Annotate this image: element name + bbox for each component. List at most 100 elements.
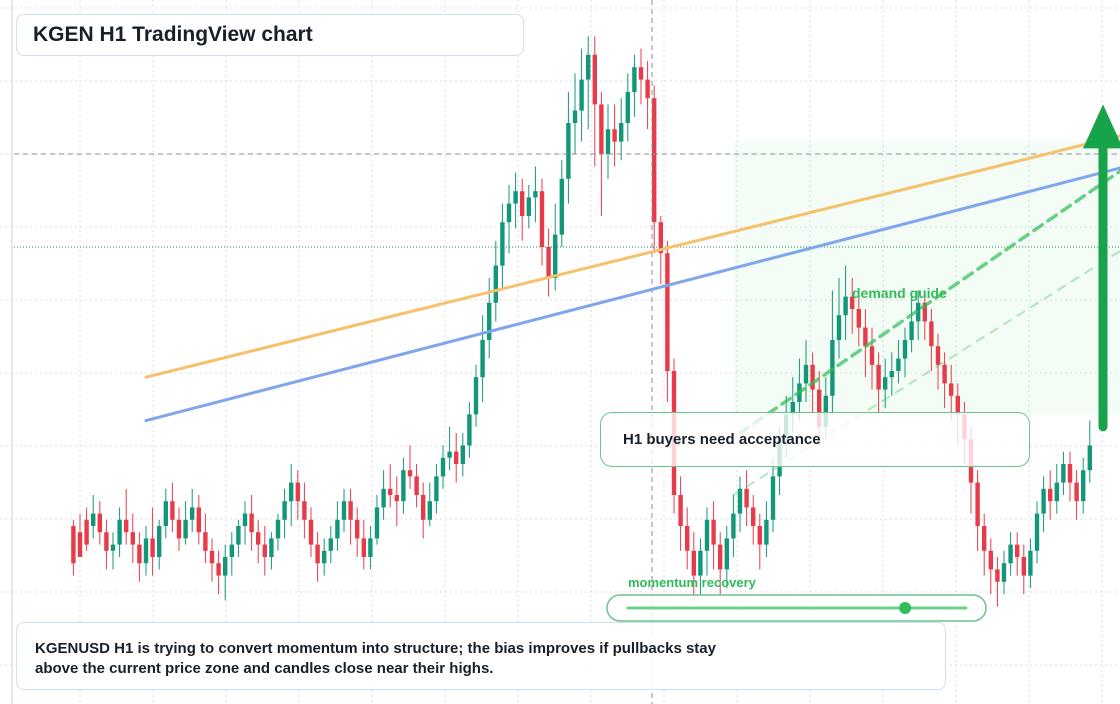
trendline-upper xyxy=(144,134,1120,379)
candle-down xyxy=(348,501,353,520)
candle-down xyxy=(203,532,208,551)
candle-down xyxy=(757,526,762,545)
candle-up xyxy=(190,507,195,520)
candle-up xyxy=(493,265,498,303)
candle-down xyxy=(256,532,261,545)
candle-up xyxy=(467,414,472,446)
summary-card: KGENUSD H1 is trying to convert momentum… xyxy=(16,622,946,690)
candle-up xyxy=(1054,482,1059,502)
candle-down xyxy=(407,470,413,477)
candle-down xyxy=(599,104,604,154)
up-arrow-icon xyxy=(1083,104,1120,432)
candle-up xyxy=(533,191,538,198)
candle-down xyxy=(262,544,267,557)
trendline-guide-strong xyxy=(738,169,1120,435)
candle-up xyxy=(401,470,406,502)
candle-down xyxy=(685,526,690,551)
candle-up xyxy=(1001,563,1007,582)
candle-down xyxy=(1015,544,1020,557)
candle-down xyxy=(922,302,927,322)
candle-down xyxy=(361,538,366,557)
candle-down xyxy=(1067,464,1073,483)
candle-down xyxy=(711,519,716,545)
candle-up xyxy=(889,371,894,378)
candle-up xyxy=(110,544,116,551)
candle-down xyxy=(1021,557,1026,576)
candle-up xyxy=(289,482,294,502)
candle-down xyxy=(295,482,300,502)
candle-up xyxy=(572,110,578,123)
candle-up xyxy=(559,178,564,235)
candle-down xyxy=(949,383,954,396)
candle-down xyxy=(216,563,221,576)
candle-down xyxy=(810,364,815,390)
candle-up xyxy=(526,197,531,216)
candle-down xyxy=(1074,482,1079,502)
candle-up xyxy=(473,377,479,415)
candle-up xyxy=(322,550,327,564)
candle-down xyxy=(454,451,459,464)
candle-down xyxy=(744,488,749,508)
candle-down xyxy=(170,501,175,520)
candle-down xyxy=(876,364,881,390)
candle-down xyxy=(394,495,399,502)
candle-down xyxy=(209,550,215,564)
candle-up xyxy=(381,488,386,508)
candle-up xyxy=(242,513,248,526)
demand-zone xyxy=(733,141,1120,415)
candle-up xyxy=(1008,544,1013,564)
candle-down xyxy=(84,519,89,545)
candle-down xyxy=(850,296,855,309)
candle-up xyxy=(1061,464,1066,483)
candle-up xyxy=(823,395,828,427)
candle-down xyxy=(975,482,980,526)
candle-down xyxy=(196,507,201,533)
candle-up xyxy=(625,92,630,123)
candle-up xyxy=(770,476,776,520)
candle-down xyxy=(104,532,109,551)
candle-down xyxy=(817,389,822,427)
candle-up xyxy=(328,538,333,551)
candle-up xyxy=(698,550,703,576)
candle-down xyxy=(612,129,617,142)
candle-up xyxy=(1028,550,1033,576)
candle-down xyxy=(150,538,155,557)
candle-down xyxy=(691,550,696,576)
candle-up xyxy=(553,234,558,278)
candle-up xyxy=(341,501,347,520)
candle-down xyxy=(355,519,360,539)
candle-up xyxy=(434,476,439,502)
candle-up xyxy=(619,123,624,142)
candle-down xyxy=(77,532,83,557)
candle-down xyxy=(71,526,76,564)
candle-down xyxy=(929,321,934,347)
candle-down xyxy=(421,495,426,520)
candle-down xyxy=(652,98,657,223)
candle-up xyxy=(513,191,518,204)
candle-up xyxy=(566,123,571,179)
candle-up xyxy=(896,358,901,371)
candle-down xyxy=(124,519,129,533)
candle-up xyxy=(368,538,373,557)
candle-down xyxy=(718,544,723,570)
candle-up xyxy=(427,501,432,520)
arrow-head xyxy=(1083,104,1120,149)
candle-down xyxy=(995,569,1000,582)
candle-down xyxy=(645,79,650,99)
candle-up xyxy=(275,519,281,539)
candle-up xyxy=(506,203,512,223)
candle-down xyxy=(856,309,861,328)
candle-up xyxy=(902,340,908,359)
candle-up xyxy=(157,526,162,557)
candle-down xyxy=(869,346,875,365)
candle-up xyxy=(605,129,611,154)
candle-down xyxy=(130,532,135,545)
candle-down xyxy=(665,253,670,371)
candle-up xyxy=(704,519,710,551)
candle-up xyxy=(1087,445,1092,471)
momentum-slider-knob[interactable] xyxy=(899,602,912,614)
candle-up xyxy=(117,519,122,545)
candle-up xyxy=(282,501,287,520)
candle-up xyxy=(335,519,340,539)
